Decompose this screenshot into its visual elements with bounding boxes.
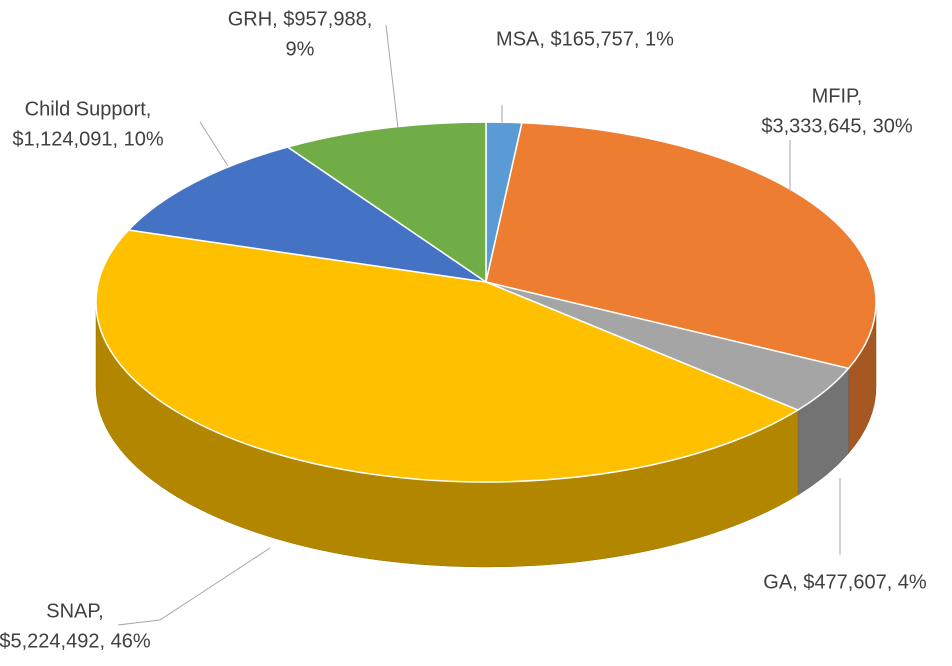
data-label: $1,124,091, 10% — [12, 128, 163, 150]
data-label: MFIP, — [812, 85, 863, 107]
data-label: GA, $477,607, 4% — [763, 571, 927, 593]
data-label: SNAP, — [46, 600, 103, 622]
leader-line — [385, 24, 399, 129]
leader-line — [199, 121, 229, 167]
data-label: $5,224,492, 46% — [0, 630, 151, 652]
data-label: MSA, $165,757, 1% — [496, 28, 674, 50]
slice — [95, 229, 800, 483]
data-label: $3,333,645, 30% — [761, 115, 912, 137]
slice — [127, 146, 487, 283]
leader-line — [117, 547, 271, 626]
data-label: GRH, $957,988, — [228, 8, 373, 30]
data-label: Child Support, — [25, 98, 152, 120]
data-label: 9% — [286, 38, 315, 60]
slice — [485, 121, 877, 370]
slice — [285, 121, 487, 284]
